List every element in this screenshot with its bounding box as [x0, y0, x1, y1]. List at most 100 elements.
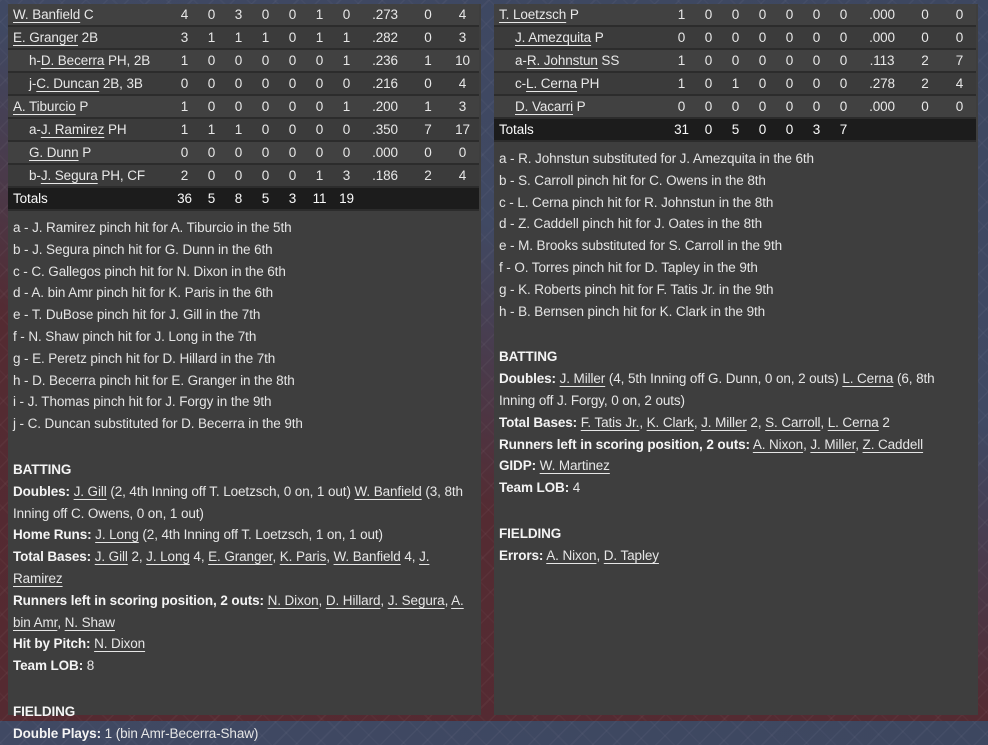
player-link[interactable]: N. Shaw — [64, 614, 115, 630]
stat-cell: 0 — [315, 53, 324, 68]
stat-cell: 0 — [758, 30, 767, 45]
stat-cell: .273 — [372, 7, 398, 22]
stat-label: Team LOB: — [499, 480, 570, 496]
stat-cell: 4 — [458, 168, 467, 183]
player-link[interactable]: J. Gill — [73, 483, 107, 499]
stat-cell: 3 — [458, 30, 467, 45]
home-fielding-stats: Errors: A. Nixon, D. Tapley — [494, 545, 978, 567]
stat-cell: 0 — [839, 53, 848, 68]
player-link[interactable]: L. Cerna — [827, 414, 879, 430]
player-link[interactable]: J. Miller — [810, 436, 856, 452]
stat-cell: .282 — [372, 30, 398, 45]
player-link[interactable]: J. Miller — [701, 414, 747, 430]
stat-label: Runners left in scoring position, 2 outs… — [13, 592, 264, 608]
stat-cell: 0 — [677, 99, 686, 114]
totals-stat-cell: 5 — [731, 122, 740, 137]
away-team-panel: W. Banfield C 4 0 3 0 0 1 0.273 0 4 E. Granger 2B 3… — [8, 4, 481, 741]
stat-cell: 0 — [839, 76, 848, 91]
substitution-note: e - T. DuBose pinch hit for J. Gill in t… — [13, 307, 261, 323]
player-link[interactable]: K. Clark — [646, 414, 694, 430]
player-link[interactable]: D. Hillard — [325, 592, 381, 608]
stat-cell: 0 — [288, 145, 297, 160]
player-link[interactable]: S. Carroll — [765, 414, 821, 430]
totals-stat-cell: 5 — [261, 191, 270, 206]
player-link[interactable]: K. Paris — [279, 549, 327, 565]
stat-cell: 0 — [812, 53, 821, 68]
player-link[interactable]: W. Banfield — [333, 549, 401, 565]
stat-cell: 0 — [261, 168, 270, 183]
stat-cell: .278 — [869, 76, 895, 91]
stat-cell: 0 — [288, 53, 297, 68]
player-link[interactable]: L. Cerna — [842, 371, 894, 387]
stat-cell: 0 — [207, 7, 216, 22]
stat-line: Total Bases: F. Tatis Jr., K. Clark, J. … — [494, 412, 978, 434]
player-link[interactable]: J. Ramirez — [13, 549, 430, 586]
player-link[interactable]: N. Dixon — [94, 636, 146, 652]
stat-cell: 0 — [704, 76, 713, 91]
player-link[interactable]: J. Miller — [559, 371, 606, 387]
player-link[interactable]: L. Cerna — [526, 76, 578, 91]
stat-label: Doubles: — [499, 371, 556, 387]
stat-label: Team LOB: — [13, 658, 84, 674]
player-link[interactable]: R. Johnstun — [526, 53, 598, 68]
player-link[interactable]: J. Gill — [94, 549, 128, 565]
player-link[interactable]: E. Granger — [208, 549, 273, 565]
totals-stat-cell: 5 — [207, 191, 216, 206]
position-label: 2B — [78, 30, 98, 45]
player-link[interactable]: W. Banfield — [13, 7, 81, 22]
stat-label: GIDP: — [499, 458, 537, 474]
position-label: PH — [104, 122, 127, 137]
player-link[interactable]: Z. Caddell — [862, 436, 924, 452]
box-score-row: E. Granger 2B 3 1 1 1 0 1 1 .282 0 3 — [8, 27, 479, 50]
player-link[interactable]: N. Dixon — [267, 592, 319, 608]
stat-cell: 1 — [342, 53, 351, 68]
player-link[interactable]: C. Duncan — [36, 76, 100, 91]
player-link[interactable]: D. Vacarri — [515, 99, 574, 114]
player-link[interactable]: J. Long — [95, 527, 139, 543]
totals-stat-cell: 3 — [812, 122, 821, 137]
stat-cell: 0 — [342, 76, 351, 91]
stat-cell: 0 — [261, 122, 270, 137]
stat-cell: 0 — [207, 76, 216, 91]
player-link[interactable]: E. Granger — [13, 30, 79, 45]
stat-cell: 1 — [234, 30, 243, 45]
player-cell: T. Loetzsch P — [494, 4, 668, 25]
player-link[interactable]: J. Amezquita — [515, 30, 592, 45]
player-link[interactable]: A. Tiburcio — [13, 99, 76, 114]
player-link[interactable]: D. Becerra — [40, 53, 105, 68]
stat-cell: .000 — [372, 145, 398, 160]
player-link[interactable]: G. Dunn — [29, 145, 79, 160]
player-link[interactable]: A. bin Amr — [13, 592, 464, 630]
stat-text: , — [326, 549, 334, 565]
stat-cell: 0 — [785, 99, 794, 114]
substitution-note: a - J. Ramirez pinch hit for A. Tiburcio… — [13, 220, 292, 235]
home-batting-stats: Doubles: J. Miller (4, 5th Inning off G.… — [494, 368, 978, 499]
totals-stat-cell: 0 — [758, 122, 767, 137]
player-link[interactable]: W. Martinez — [539, 458, 610, 474]
player-link[interactable]: A. Nixon — [752, 436, 804, 452]
stat-cell: 0 — [785, 76, 794, 91]
player-link[interactable]: W. Banfield — [354, 483, 422, 499]
stat-cell: 0 — [921, 30, 929, 45]
position-label: PH — [577, 76, 600, 91]
stat-cell: 0 — [261, 145, 270, 160]
player-link[interactable]: A. Nixon — [546, 547, 597, 563]
player-link[interactable]: D. Tapley — [603, 547, 659, 563]
player-link[interactable]: J. Segura — [40, 168, 98, 183]
player-link[interactable]: F. Tatis Jr. — [580, 414, 640, 430]
substitution-note: c - C. Gallegos pinch hit for N. Dixon i… — [13, 263, 286, 279]
stat-label: Errors: — [499, 547, 544, 563]
player-link[interactable]: T. Loetzsch — [499, 7, 567, 22]
stat-cell: 0 — [955, 30, 964, 45]
player-link[interactable]: J. Ramirez — [40, 122, 105, 137]
stat-cell: 0 — [839, 7, 848, 22]
player-link[interactable]: J. Segura — [387, 592, 445, 608]
stat-cell: 1 — [342, 99, 351, 114]
box-score-row: T. Loetzsch P 1 0 0 0 0 0 0 .000 0 0 — [494, 4, 976, 27]
stat-cell: 0 — [207, 168, 216, 183]
totals-label: Totals — [499, 122, 534, 137]
position-label: C — [80, 7, 94, 22]
player-link[interactable]: J. Long — [146, 549, 190, 565]
substitution-note: h - B. Bernsen pinch hit for K. Clark in… — [499, 303, 766, 319]
box-score-row: J. Amezquita P 0 0 0 0 0 0 0 .000 0 0 — [494, 27, 976, 50]
